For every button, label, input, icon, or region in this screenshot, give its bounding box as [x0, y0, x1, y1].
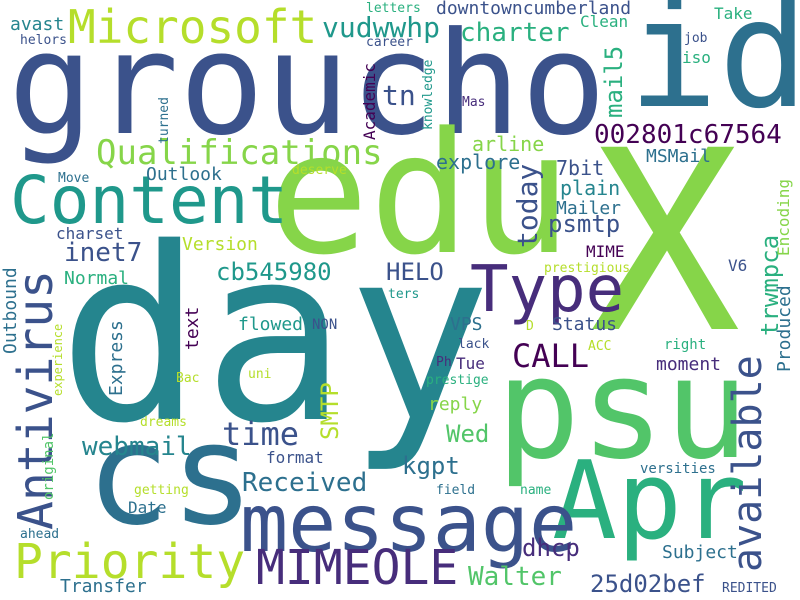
word-career: career — [366, 35, 413, 50]
word-cs: cs — [86, 394, 255, 557]
word-version: Version — [182, 234, 258, 255]
word-field: field — [436, 483, 476, 498]
word-helo: HELO — [386, 258, 444, 286]
word-outbound: Outbound — [0, 267, 21, 354]
word-today: today — [511, 163, 544, 248]
word-transfer: Transfer — [60, 576, 147, 597]
word-downtowncumberland: downtowncumberland — [436, 0, 632, 19]
word-flowed: flowed — [238, 314, 304, 335]
word-charset: charset — [56, 224, 124, 243]
word-prestigious: prestigious — [544, 261, 631, 276]
word-normal: Normal — [64, 268, 130, 289]
word-move: Move — [58, 171, 90, 186]
word-d: D — [526, 319, 534, 334]
word-outlook: Outlook — [146, 164, 222, 185]
word-apr: Apr — [552, 439, 748, 564]
word-letters: letters — [366, 1, 421, 16]
word-time: time — [222, 415, 300, 453]
word-encoding: Encoding — [774, 178, 793, 256]
word-original: original — [41, 432, 57, 500]
word-content: Content — [10, 162, 289, 239]
word-vudwwhp: vudwwhp — [322, 11, 441, 44]
word-iso: iso — [682, 48, 711, 67]
word-wed: Wed — [446, 420, 490, 448]
word-acc: ACC — [588, 339, 612, 354]
word-id: id — [628, 0, 800, 142]
word-002801c67564: 002801c67564 — [594, 120, 782, 150]
word-smtp: SMTP — [316, 382, 344, 440]
word-status: Status — [552, 314, 618, 335]
word-date: Date — [128, 498, 167, 517]
word-avast: avast — [10, 14, 65, 35]
word-lack: lack — [458, 337, 490, 352]
word-right: right — [664, 337, 707, 353]
word-priority: Priority — [14, 534, 246, 590]
word-redited: REDITED — [722, 581, 777, 596]
word-call: CALL — [512, 337, 590, 375]
word-mas: Mas — [462, 95, 486, 110]
word-express: Express — [106, 320, 127, 396]
word-take: Take — [714, 4, 753, 23]
word-tue: Tue — [456, 354, 485, 373]
word-produced: Produced — [774, 285, 795, 372]
word-cb545980: cb545980 — [216, 258, 332, 286]
word-subject: Subject — [662, 542, 738, 563]
word-message: message — [240, 477, 578, 570]
word-clean: Clean — [580, 12, 629, 31]
word-knowledge: knowledge — [421, 59, 436, 130]
word-deserve: deserve — [292, 163, 347, 178]
word-type: Type — [470, 253, 625, 327]
word-non: NON — [312, 317, 338, 333]
word-job: job — [684, 31, 708, 46]
word-getting: getting — [134, 483, 189, 498]
word-walter: Walter — [468, 562, 562, 592]
word-format: format — [266, 448, 324, 467]
word-psmtp: psmtp — [548, 210, 621, 238]
word-reply: reply — [428, 394, 483, 415]
word-experience: experience — [51, 323, 65, 396]
word-received: Received — [242, 468, 368, 498]
word-edu: edu — [268, 96, 572, 292]
word-charter: charter — [460, 18, 570, 48]
word-ahead: ahead — [20, 527, 60, 542]
word-microsoft: Microsoft — [68, 0, 318, 54]
word-dreams: dreams — [140, 415, 187, 430]
word-ph: Ph — [436, 355, 452, 370]
word-x: X — [590, 97, 741, 388]
word-kgpt: kgpt — [402, 452, 460, 480]
word-versities: versities — [640, 461, 716, 477]
word-plain: plain — [560, 176, 621, 200]
word-psu: psu — [496, 328, 749, 491]
word-bac: Bac — [176, 371, 200, 386]
word-uni: uni — [248, 367, 272, 382]
word-text: text — [182, 306, 203, 350]
word-prestige: prestige — [426, 373, 489, 388]
word-mail5: mail5 — [600, 45, 628, 118]
word-day: day — [58, 196, 492, 476]
word-academic: Academic — [360, 62, 379, 140]
word-moment: moment — [656, 354, 722, 375]
word-7bit: 7bit — [556, 156, 605, 180]
word-helors: helors — [20, 33, 67, 48]
word-vps: VPS — [450, 314, 483, 335]
word-webmail: webmail — [82, 432, 192, 462]
word-mailer: Mailer — [556, 198, 622, 219]
word-qualifications: Qualifications — [96, 133, 383, 173]
word-explore: explore — [436, 150, 521, 174]
word-inet7: inet7 — [64, 238, 143, 268]
word-groucho: groucho — [8, 2, 607, 167]
word-25d02bef: 25d02bef — [590, 570, 706, 598]
word-ters: ters — [388, 287, 420, 302]
word-mimeole: MIMEOLE — [256, 540, 459, 596]
word-arline: arline — [472, 132, 545, 156]
word-tn: tn — [382, 79, 416, 112]
word-turned: turned — [157, 97, 172, 144]
word-name: name — [520, 483, 552, 498]
word-v6: V6 — [728, 256, 748, 275]
word-available: available — [725, 355, 771, 572]
word-msmail: MSMail — [646, 146, 712, 167]
word-dhcp: dhcp — [522, 534, 580, 562]
word-mime: MIME — [586, 242, 625, 261]
